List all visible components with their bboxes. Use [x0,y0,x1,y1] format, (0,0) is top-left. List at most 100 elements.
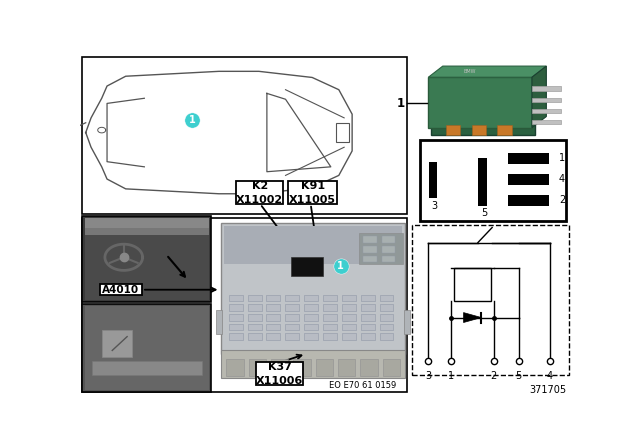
Bar [216,310,222,334]
Bar [285,314,300,321]
Text: 1: 1 [189,115,196,125]
Bar [381,236,396,243]
Bar [285,323,300,331]
Text: 4: 4 [547,371,553,381]
Text: A4010: A4010 [102,285,140,295]
Polygon shape [532,66,547,128]
Bar [532,98,561,102]
Bar [380,294,394,302]
Bar [229,323,243,331]
Bar [359,233,403,264]
Bar [83,57,408,214]
Bar [229,294,243,302]
Bar [404,310,410,334]
Bar [248,314,262,321]
Bar [288,181,337,204]
Bar [285,294,300,302]
Bar [381,255,396,263]
Bar [248,323,262,331]
Text: 2: 2 [490,371,497,381]
Bar [363,236,376,243]
Bar [224,226,403,264]
Bar [304,314,318,321]
Bar [380,323,394,331]
Polygon shape [428,66,547,77]
Bar [336,123,349,142]
Text: 1: 1 [397,97,405,110]
Text: K91
X11005: K91 X11005 [289,181,336,205]
Bar [83,304,211,392]
Bar [361,333,374,340]
Bar [323,314,337,321]
Text: 4: 4 [559,174,565,184]
Bar [478,158,487,207]
Bar [304,333,318,340]
Bar [323,294,337,302]
Bar [285,333,300,340]
Bar [431,82,535,135]
Bar [248,333,262,340]
Bar [236,181,284,204]
Bar [83,216,211,302]
Text: BMW: BMW [464,69,476,74]
Bar [221,350,405,378]
Text: 1: 1 [559,153,565,163]
Bar [100,284,142,295]
Bar [227,359,244,376]
Bar [532,120,561,124]
Bar [532,86,561,90]
Bar [472,125,486,135]
Bar [271,359,289,376]
Bar [266,323,280,331]
Bar [361,304,374,311]
Text: 2: 2 [559,195,565,205]
Text: 5: 5 [515,371,522,381]
Bar [380,314,394,321]
Bar [338,359,355,376]
Bar [92,361,202,375]
Text: K2
X11002: K2 X11002 [236,181,284,205]
Text: K37
X11006: K37 X11006 [256,362,303,386]
Bar [363,246,376,253]
Bar [266,314,280,321]
Bar [83,218,408,392]
Bar [342,304,356,311]
Text: EO E70 61 0159: EO E70 61 0159 [329,381,396,391]
Text: 1: 1 [448,371,454,381]
Bar [248,359,266,376]
Bar [85,218,209,301]
Bar [291,257,323,276]
Bar [266,304,280,311]
Bar [342,294,356,302]
Bar [420,140,566,221]
Text: 5: 5 [481,208,487,218]
Polygon shape [463,313,481,323]
Bar [304,304,318,311]
Bar [361,314,374,321]
Bar [304,323,318,331]
Bar [445,125,460,135]
Bar [85,306,209,390]
Bar [497,125,512,135]
Bar [454,268,491,301]
Bar [381,246,396,253]
Bar [248,304,262,311]
Bar [323,323,337,331]
Bar [428,77,532,128]
Bar [342,314,356,321]
Bar [508,153,548,164]
Bar [266,333,280,340]
Bar [361,294,374,302]
Text: 1: 1 [337,261,344,271]
Bar [508,174,548,185]
Bar [85,228,209,235]
Bar [429,162,437,198]
Bar [412,224,568,375]
Text: 3: 3 [425,371,431,381]
Text: 3: 3 [431,202,438,211]
Bar [363,255,376,263]
Bar [221,223,405,354]
Bar [102,330,132,358]
Bar [229,314,243,321]
Bar [304,294,318,302]
